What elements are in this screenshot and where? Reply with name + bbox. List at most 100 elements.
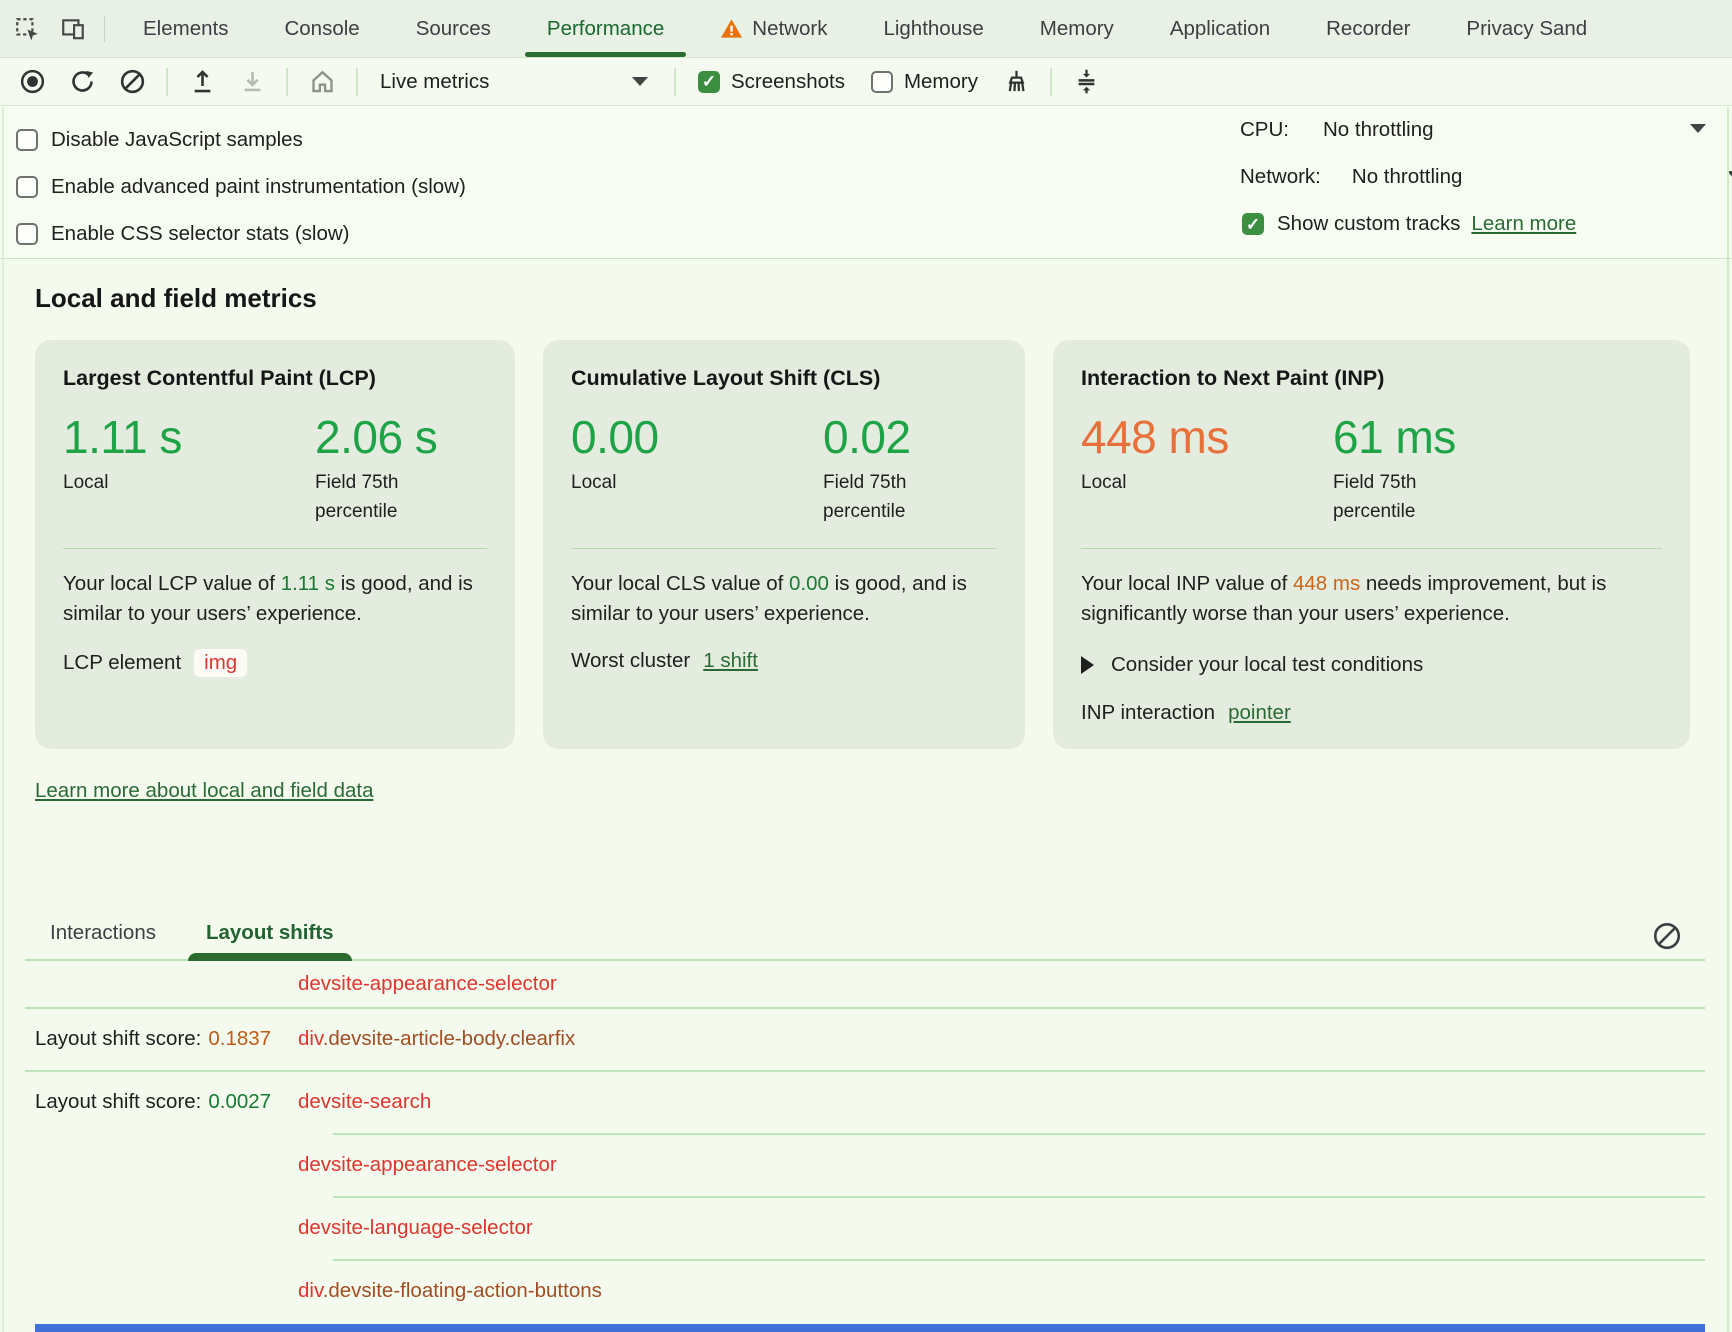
screenshots-label: Screenshots bbox=[731, 69, 845, 93]
tab-label: Elements bbox=[143, 16, 229, 40]
worst-cluster-link[interactable]: 1 shift bbox=[703, 648, 758, 672]
lcp-description: Your local LCP value of 1.11 s is good, … bbox=[63, 572, 473, 626]
performance-toolbar: Live metrics ✓ Screenshots Memory bbox=[0, 58, 1732, 106]
lcp-element-node-link[interactable]: img bbox=[194, 648, 248, 677]
advanced-paint-row[interactable]: Enable advanced paint instrumentation (s… bbox=[16, 163, 1732, 210]
device-toolbar-icon[interactable] bbox=[58, 14, 88, 44]
inp-interaction-label: INP interaction bbox=[1081, 700, 1216, 724]
toolbar-divider bbox=[166, 67, 168, 96]
cpu-throttling-select[interactable]: No throttling bbox=[1322, 118, 1434, 141]
tab-label: Console bbox=[284, 16, 360, 40]
node-link[interactable]: devsite-language-selector bbox=[298, 1216, 533, 1240]
chevron-down-icon[interactable] bbox=[1690, 124, 1706, 133]
screenshots-checkbox-group[interactable]: ✓ Screenshots bbox=[698, 70, 845, 94]
inp-field-label: Field 75th percentile bbox=[1333, 472, 1417, 522]
inp-interaction-link[interactable]: pointer bbox=[1228, 700, 1291, 724]
table-row[interactable]: Layout shift score: 0.1837 div.devsite-ar… bbox=[0, 1009, 1732, 1070]
custom-tracks-learn-more-link[interactable]: Learn more bbox=[1471, 212, 1577, 235]
node-link-classes[interactable]: .devsite-floating-action-buttons bbox=[322, 1279, 602, 1303]
inspect-element-icon[interactable] bbox=[12, 14, 42, 44]
row-divider bbox=[25, 1069, 1705, 1072]
chevron-down-icon[interactable] bbox=[1727, 171, 1732, 180]
node-link[interactable]: devsite-appearance-selector bbox=[298, 1153, 557, 1177]
css-selector-stats-row[interactable]: Enable CSS selector stats (slow) bbox=[16, 210, 1732, 257]
home-icon[interactable] bbox=[300, 64, 344, 100]
local-test-conditions-label: Consider your local test conditions bbox=[1111, 652, 1424, 676]
network-throttling-row: Network: No throttling bbox=[1240, 165, 1732, 189]
metric-cards: Largest Contentful Paint (LCP) 1.11 s Lo… bbox=[35, 340, 1690, 749]
tab-performance[interactable]: Performance bbox=[524, 0, 687, 57]
tab-label: Performance bbox=[546, 16, 665, 40]
local-test-conditions-disclosure[interactable]: Consider your local test conditions bbox=[1081, 653, 1662, 677]
upload-profile-icon[interactable] bbox=[180, 64, 224, 100]
panel-tabs: Elements Console Sources Performance Net… bbox=[143, 0, 1587, 57]
score-label: Layout shift score: bbox=[35, 1027, 202, 1051]
memory-checkbox[interactable] bbox=[870, 70, 893, 93]
node-link[interactable]: devsite-search bbox=[298, 1090, 432, 1114]
tabbar-divider bbox=[104, 15, 105, 42]
score-value: 0.0027 bbox=[208, 1090, 272, 1114]
cls-inline-value: 0.00 bbox=[789, 572, 829, 596]
tab-memory[interactable]: Memory bbox=[1040, 0, 1114, 57]
tab-lighthouse[interactable]: Lighthouse bbox=[883, 0, 983, 57]
card-divider bbox=[1081, 548, 1662, 550]
disable-js-samples-checkbox[interactable] bbox=[16, 128, 38, 151]
scrollbar-track-edge[interactable] bbox=[1727, 107, 1729, 1332]
tab-console[interactable]: Console bbox=[284, 0, 359, 57]
node-link[interactable]: devsite-appearance-selector bbox=[298, 971, 557, 995]
tab-label: Sources bbox=[415, 16, 491, 40]
tab-interactions[interactable]: Interactions bbox=[50, 920, 156, 944]
network-label: Network: bbox=[1240, 165, 1321, 188]
tab-privacy-sandbox[interactable]: Privacy Sand bbox=[1466, 0, 1587, 57]
table-row[interactable]: devsite-appearance-selector bbox=[0, 961, 1732, 1007]
garbage-collect-icon[interactable] bbox=[994, 64, 1038, 100]
disable-js-samples-row[interactable]: Disable JavaScript samples bbox=[16, 116, 1732, 163]
collapse-shortcuts-icon[interactable] bbox=[1064, 64, 1108, 100]
memory-checkbox-group[interactable]: Memory bbox=[870, 69, 978, 94]
tab-network[interactable]: Network bbox=[720, 0, 827, 57]
custom-tracks-row[interactable]: ✓ Show custom tracks Learn more bbox=[1242, 212, 1576, 236]
inp-card-title: Interaction to Next Paint (INP) bbox=[1081, 366, 1385, 390]
cls-local-label: Local bbox=[571, 472, 617, 494]
screenshots-checkbox[interactable]: ✓ bbox=[698, 70, 720, 93]
table-row[interactable]: devsite-language-selector bbox=[0, 1198, 1732, 1259]
node-link[interactable]: div bbox=[298, 1027, 323, 1051]
download-profile-icon[interactable] bbox=[230, 64, 274, 100]
tab-sources[interactable]: Sources bbox=[416, 0, 491, 57]
toolbar-divider bbox=[674, 67, 676, 96]
cls-field-label: Field 75th percentile bbox=[823, 472, 907, 522]
cls-description: Your local CLS value of 0.00 is good, an… bbox=[571, 572, 967, 626]
toolbar-divider bbox=[286, 67, 288, 96]
inp-local-value: 448 ms bbox=[1081, 411, 1229, 463]
advanced-paint-checkbox[interactable] bbox=[16, 175, 38, 198]
table-row[interactable]: Layout shift score: 0.0027 devsite-search bbox=[0, 1072, 1732, 1133]
live-metrics-log: Interactions Layout shifts devsite-appea… bbox=[0, 921, 1732, 1322]
row-divider bbox=[333, 1132, 1705, 1135]
clear-icon[interactable] bbox=[110, 64, 154, 100]
cls-card-title: Cumulative Layout Shift (CLS) bbox=[571, 366, 881, 390]
custom-tracks-checkbox[interactable]: ✓ bbox=[1242, 213, 1264, 235]
tab-recorder[interactable]: Recorder bbox=[1326, 0, 1410, 57]
tab-label: Memory bbox=[1039, 16, 1114, 40]
css-selector-stats-checkbox[interactable] bbox=[16, 222, 38, 245]
network-throttling-select[interactable]: No throttling bbox=[1351, 165, 1463, 188]
node-link[interactable]: div bbox=[298, 1279, 323, 1303]
inp-field-value-group: 61 ms Field 75th percentile bbox=[1333, 413, 1463, 526]
record-icon[interactable] bbox=[10, 64, 54, 100]
inp-description: Your local INP value of 448 ms needs imp… bbox=[1081, 572, 1607, 626]
node-link-classes[interactable]: .devsite-article-body.clearfix bbox=[322, 1027, 576, 1051]
memory-label: Memory bbox=[903, 69, 978, 93]
clear-log-icon[interactable] bbox=[1652, 921, 1682, 951]
tab-layout-shifts[interactable]: Layout shifts bbox=[188, 920, 352, 961]
history-dropdown-value: Live metrics bbox=[380, 69, 490, 93]
learn-more-field-data-link[interactable]: Learn more about local and field data bbox=[35, 778, 374, 802]
history-dropdown[interactable]: Live metrics bbox=[370, 70, 662, 94]
table-row[interactable]: devsite-appearance-selector bbox=[0, 1135, 1732, 1196]
tab-label: Application bbox=[1169, 16, 1271, 40]
table-row[interactable]: div.devsite-floating-action-buttons bbox=[0, 1261, 1732, 1322]
cls-card: Cumulative Layout Shift (CLS) 0.00 Local… bbox=[543, 340, 1025, 749]
cls-local-value: 0.00 bbox=[571, 411, 659, 463]
record-and-reload-icon[interactable] bbox=[60, 64, 104, 100]
tab-application[interactable]: Application bbox=[1170, 0, 1270, 57]
tab-elements[interactable]: Elements bbox=[143, 0, 228, 57]
